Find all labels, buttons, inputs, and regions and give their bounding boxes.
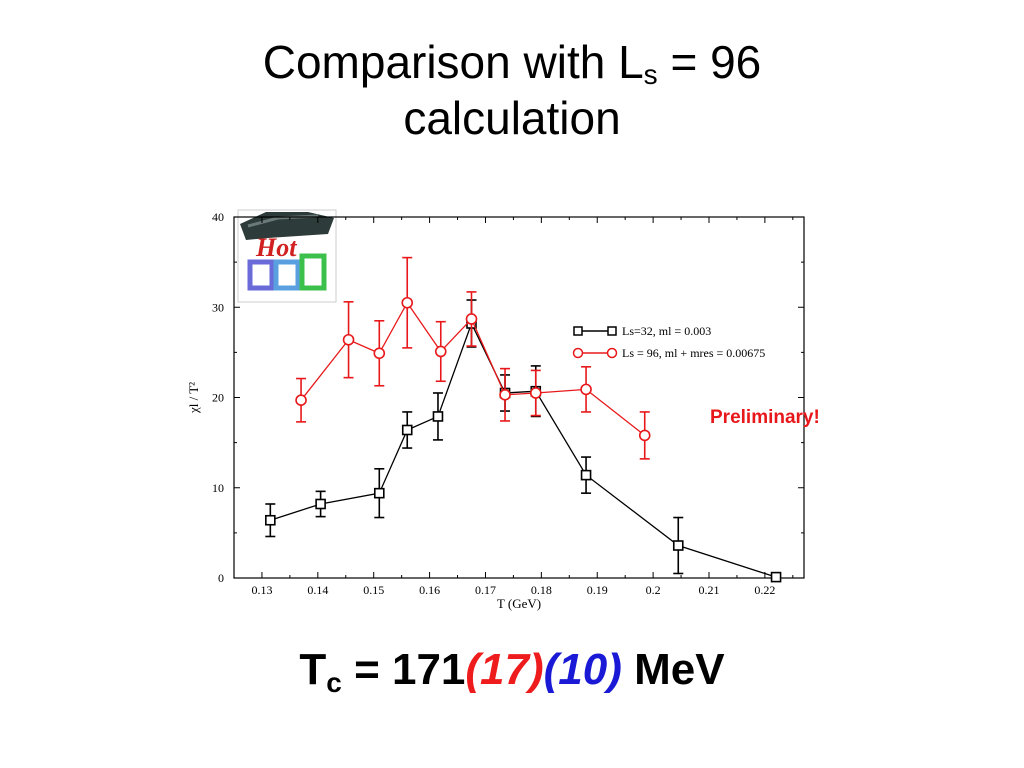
- legend-marker: [607, 326, 617, 336]
- data-point: [580, 383, 592, 396]
- data-point: [434, 345, 447, 358]
- y-tick-label: 0: [218, 571, 224, 585]
- data-point: [295, 394, 307, 407]
- preliminary-annotation: Preliminary!: [710, 407, 820, 428]
- chart-svg: Hot 0.13 0.14 0.15 0.16 0.17 0.18 0.19 0.2 0.21 0…: [186, 209, 820, 611]
- data-point: [432, 411, 444, 422]
- y-axis-label: χl / T²: [186, 382, 201, 414]
- chart: Hot 0.13 0.14 0.15 0.16 0.17 0.18 0.19 0.2 0.21 0…: [150, 140, 890, 660]
- legend-entry: Ls = 96, ml + mres = 0.00675: [622, 346, 765, 360]
- x-axis-label: T (GeV): [497, 596, 541, 611]
- tc-result: Tc = 171(17)(10) MeV: [299, 645, 725, 698]
- data-point: [580, 469, 592, 481]
- data-point: [770, 571, 782, 583]
- x-tick-label: 0.18: [531, 583, 552, 597]
- data-point: [401, 424, 413, 436]
- data-point: [342, 333, 355, 346]
- x-tick-label: 0.13: [251, 583, 272, 597]
- series-1: [265, 299, 782, 583]
- logo-hot: Hot: [255, 233, 297, 262]
- tc-stat-error: (17): [465, 645, 544, 694]
- tc-sys-error: (10): [543, 645, 622, 694]
- x-tick-label: 0.17: [475, 583, 496, 597]
- y-tick-label: 40: [212, 210, 224, 224]
- x-tick-label: 0.21: [699, 583, 720, 597]
- x-tick-label: 0.19: [587, 583, 608, 597]
- x-tick-label: 0.16: [419, 583, 440, 597]
- data-point: [401, 296, 414, 309]
- legend-marker: [606, 347, 618, 359]
- legend-marker: [573, 326, 583, 336]
- legend-marker: [572, 347, 584, 359]
- data-point: [465, 313, 478, 325]
- x-tick-label: 0.22: [754, 583, 775, 597]
- data-point: [265, 514, 276, 526]
- data-point: [499, 388, 511, 401]
- y-tick-label: 30: [212, 300, 224, 314]
- series-line: [270, 321, 777, 578]
- x-tick-label: 0.2: [646, 583, 661, 597]
- series-2: [295, 256, 651, 460]
- hotqcd-logo: Hot: [237, 209, 337, 303]
- data-point: [638, 429, 651, 442]
- title-line-1: Comparison with Ls = 96: [262, 36, 762, 90]
- data-point: [373, 487, 385, 499]
- data-point: [529, 387, 542, 399]
- y-tick-label: 20: [212, 391, 224, 405]
- data-point: [672, 540, 684, 551]
- slide-title: Comparison with Ls = 96 calculation: [0, 34, 1024, 146]
- data-point: [373, 347, 386, 360]
- series-line: [300, 301, 646, 436]
- x-tick-label: 0.15: [363, 583, 384, 597]
- title-line-2: calculation: [403, 92, 621, 144]
- x-tick-label: 0.14: [307, 583, 328, 597]
- legend-entry: Ls=32, ml = 0.003: [622, 324, 711, 338]
- data-point: [315, 498, 326, 510]
- y-tick-label: 10: [212, 481, 224, 495]
